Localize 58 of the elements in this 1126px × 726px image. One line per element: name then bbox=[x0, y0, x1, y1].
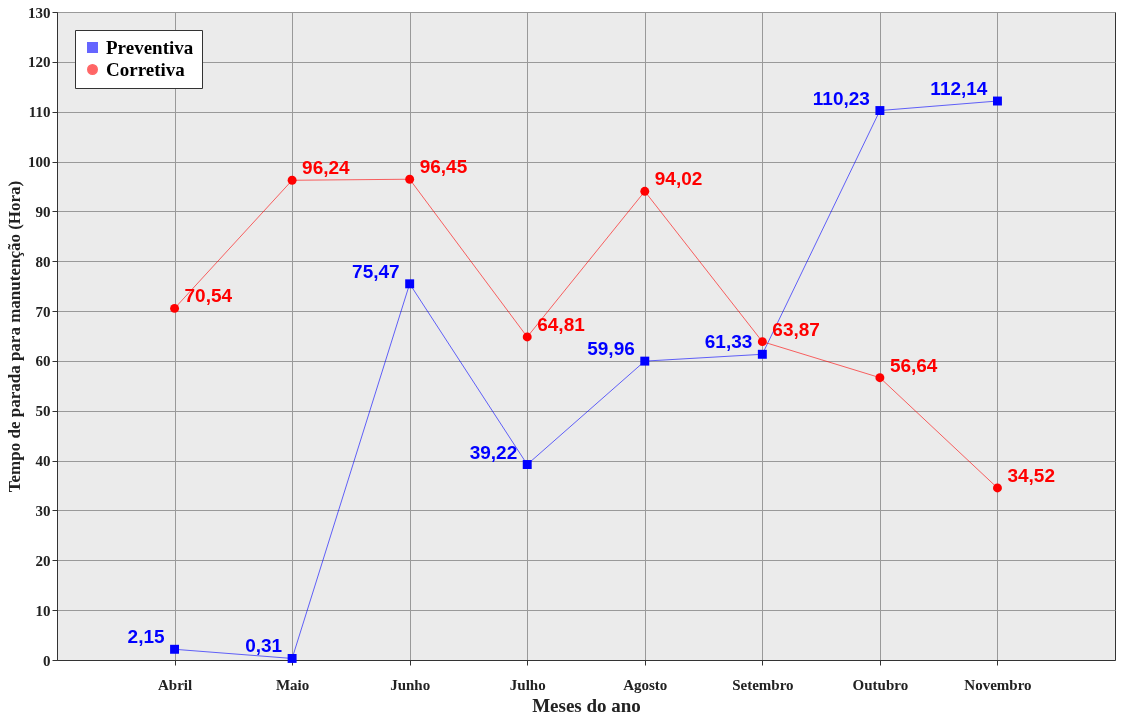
point bbox=[405, 279, 415, 289]
y-tick-label: 90 bbox=[35, 203, 51, 220]
y-tick-label: 40 bbox=[35, 453, 51, 470]
y-tick-label: 120 bbox=[28, 54, 51, 71]
legend-label: Corretiva bbox=[106, 58, 186, 80]
y-tick-label: 50 bbox=[35, 403, 51, 420]
y-tick-label: 130 bbox=[28, 4, 51, 21]
point bbox=[992, 96, 1002, 106]
data-label: 0,31 bbox=[245, 635, 283, 657]
x-tick-label: Novembro bbox=[964, 676, 1032, 693]
x-tick-label: Junho bbox=[390, 676, 431, 693]
point bbox=[640, 186, 650, 196]
point bbox=[875, 373, 885, 383]
x-tick-label: Outubro bbox=[852, 676, 909, 693]
data-label: 75,47 bbox=[352, 260, 400, 282]
point bbox=[640, 356, 650, 366]
x-tick-label: Agosto bbox=[623, 676, 668, 693]
legend-label: Preventiva bbox=[106, 36, 194, 58]
data-label: 96,24 bbox=[302, 157, 351, 179]
point bbox=[757, 349, 767, 359]
x-tick-label: Maio bbox=[275, 676, 310, 693]
data-label: 34,52 bbox=[1007, 464, 1055, 486]
y-tick-label: 100 bbox=[28, 154, 51, 171]
data-label: 63,87 bbox=[772, 318, 820, 340]
point bbox=[170, 303, 180, 313]
data-label: 59,96 bbox=[587, 338, 635, 360]
point bbox=[757, 337, 767, 347]
y-tick-label: 80 bbox=[35, 253, 51, 270]
data-label: 94,02 bbox=[654, 168, 703, 190]
y-tick-label: 110 bbox=[28, 104, 51, 121]
data-label: 112,14 bbox=[930, 78, 988, 100]
x-tick-label: Abril bbox=[157, 676, 193, 693]
y-tick-label: 10 bbox=[35, 602, 51, 619]
data-label: 110,23 bbox=[812, 87, 870, 109]
x-axis-title: Meses do ano bbox=[532, 694, 641, 716]
y-tick-label: 70 bbox=[35, 303, 51, 320]
y-axis-title: Tempo de parada para manutenção (Hora) bbox=[5, 180, 24, 493]
point bbox=[992, 483, 1002, 493]
data-label: 39,22 bbox=[469, 441, 518, 463]
x-tick-label: Setembro bbox=[732, 676, 794, 693]
data-label: 2,15 bbox=[127, 626, 165, 648]
point bbox=[170, 644, 180, 654]
y-tick-label: 0 bbox=[43, 652, 51, 669]
data-label: 61,33 bbox=[704, 331, 753, 353]
point bbox=[875, 106, 885, 116]
x-tick-label: Julho bbox=[509, 676, 546, 693]
point bbox=[287, 653, 297, 663]
point bbox=[522, 332, 532, 342]
data-label: 96,45 bbox=[419, 156, 468, 178]
y-tick-label: 30 bbox=[35, 502, 51, 519]
point bbox=[522, 460, 532, 469]
data-label: 64,81 bbox=[537, 313, 586, 335]
point bbox=[287, 175, 297, 185]
data-label: 70,54 bbox=[184, 285, 233, 307]
data-label: 56,64 bbox=[889, 354, 938, 376]
y-tick-label: 20 bbox=[35, 552, 51, 569]
point bbox=[405, 174, 415, 184]
y-tick-label: 60 bbox=[35, 353, 51, 370]
